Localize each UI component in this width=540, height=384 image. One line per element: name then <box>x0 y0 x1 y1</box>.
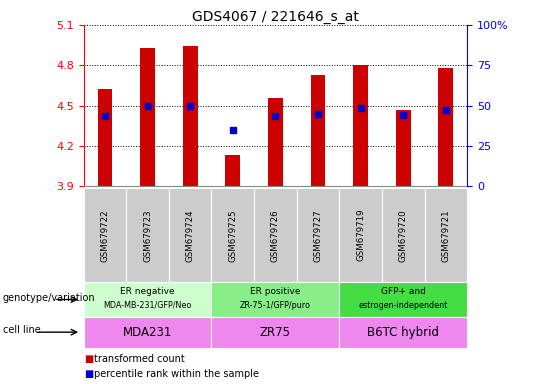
Text: ZR75: ZR75 <box>260 326 291 339</box>
Bar <box>310 74 326 186</box>
Text: cell line: cell line <box>3 325 40 335</box>
Text: GSM679726: GSM679726 <box>271 209 280 262</box>
Text: MDA231: MDA231 <box>123 326 172 339</box>
Bar <box>353 65 368 186</box>
Text: GSM679725: GSM679725 <box>228 209 237 262</box>
Text: GSM679719: GSM679719 <box>356 209 365 262</box>
Bar <box>98 89 112 186</box>
Bar <box>183 46 198 186</box>
Text: B6TC hybrid: B6TC hybrid <box>367 326 439 339</box>
Text: GSM679727: GSM679727 <box>314 209 322 262</box>
Text: ER negative: ER negative <box>120 286 175 296</box>
Text: GSM679721: GSM679721 <box>441 209 450 262</box>
Text: GFP+ and: GFP+ and <box>381 286 426 296</box>
Bar <box>225 156 240 186</box>
Text: GSM679722: GSM679722 <box>100 209 110 262</box>
Bar <box>140 48 155 186</box>
Text: MDA-MB-231/GFP/Neo: MDA-MB-231/GFP/Neo <box>104 301 192 310</box>
Text: transformed count: transformed count <box>94 354 185 364</box>
Title: GDS4067 / 221646_s_at: GDS4067 / 221646_s_at <box>192 10 359 24</box>
Text: estrogen-independent: estrogen-independent <box>359 301 448 310</box>
Text: ZR-75-1/GFP/puro: ZR-75-1/GFP/puro <box>240 301 311 310</box>
Bar <box>268 98 283 186</box>
Text: genotype/variation: genotype/variation <box>3 293 96 303</box>
Text: GSM679724: GSM679724 <box>186 209 195 262</box>
Text: percentile rank within the sample: percentile rank within the sample <box>94 369 260 379</box>
Text: ■: ■ <box>84 354 93 364</box>
Text: ER positive: ER positive <box>250 286 301 296</box>
Text: ■: ■ <box>84 369 93 379</box>
Bar <box>396 110 410 186</box>
Bar <box>438 68 453 186</box>
Text: GSM679720: GSM679720 <box>399 209 408 262</box>
Text: GSM679723: GSM679723 <box>143 209 152 262</box>
